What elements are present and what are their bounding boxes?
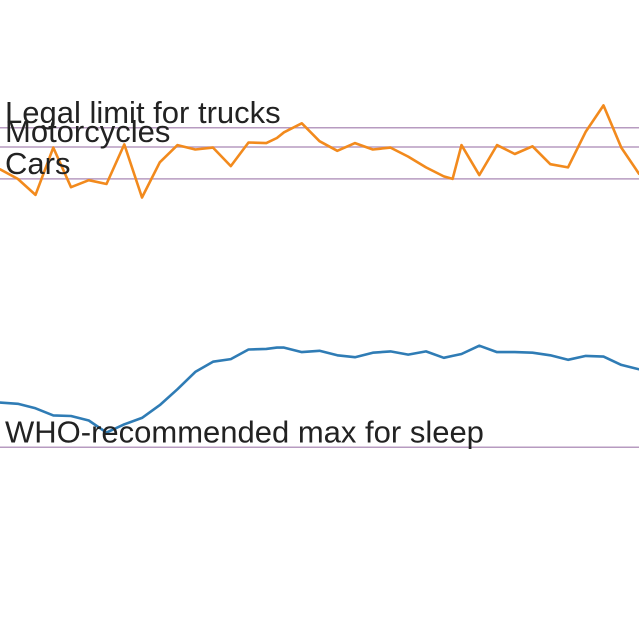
reference-label-legal-limit-for-trucks: Legal limit for trucks <box>5 95 281 130</box>
reference-lines <box>0 127 639 449</box>
reference-label-motorcycles: Motorcycles <box>5 114 170 149</box>
series-lines <box>0 104 639 434</box>
series-line-1 <box>0 104 639 199</box>
reference-label-who-recommended-max-for-sleep: WHO-recommended max for sleep <box>5 414 484 449</box>
series-line-2 <box>0 344 639 434</box>
reference-label-cars: Cars <box>5 146 70 181</box>
